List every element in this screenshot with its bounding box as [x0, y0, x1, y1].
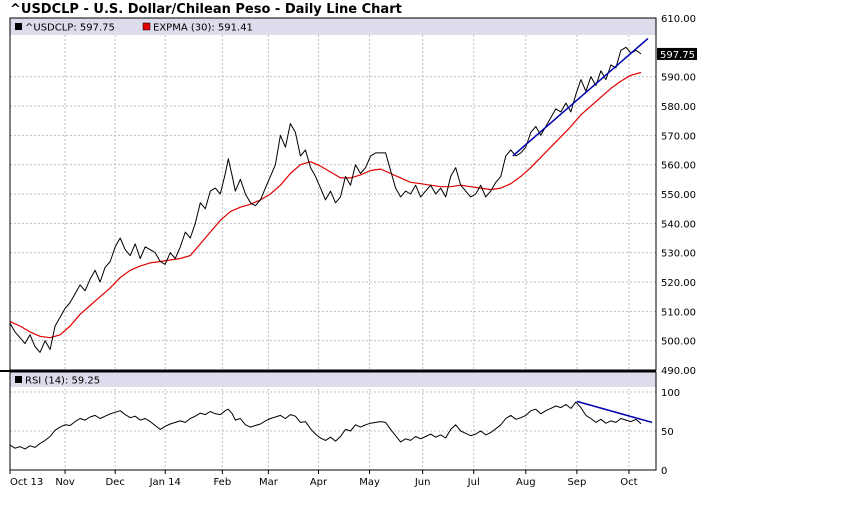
- panel-frames: [0, 17, 657, 474]
- price-legend-label: ^USDCLP: 597.75: [25, 23, 115, 34]
- price-trendline: [512, 37, 649, 157]
- rsi-trendline: [576, 400, 653, 424]
- chart-marks: [9, 37, 653, 450]
- rsi-legend-band: [10, 372, 656, 387]
- price-y-tick-label: 570.00: [661, 131, 696, 142]
- x-axis-label: Mar: [259, 477, 279, 488]
- price-grid: [9, 18, 656, 370]
- rsi-legend-label: RSI (14): 59.25: [25, 376, 100, 387]
- ema-legend-swatch: [142, 22, 151, 31]
- x-axis-label: Oct 13: [10, 477, 43, 488]
- price-y-tick-label: 520.00: [661, 278, 696, 289]
- price-y-tick-label: 540.00: [661, 219, 696, 230]
- price-legend-band: [10, 18, 656, 35]
- ema-line: [9, 71, 642, 339]
- price-y-tick-label: 560.00: [661, 161, 696, 172]
- legends: ^USDCLP: 597.75 EXPMA (30): 591.41 RSI (14…: [15, 23, 253, 387]
- price-y-tick-label: 590.00: [661, 73, 696, 84]
- price-y-tick-label: 490.00: [661, 366, 696, 377]
- x-axis-label: Aug: [516, 477, 536, 488]
- last-value-label: 597.75: [660, 50, 695, 61]
- rsi-grid: [9, 372, 656, 470]
- tick-labels: 490.00 500.00 510.00 520.00 530.00 540.00 550.…: [10, 14, 697, 488]
- price-y-tick-label: 550.00: [661, 190, 696, 201]
- last-value-box: [657, 47, 697, 60]
- rsi-y-tick-label: 50: [661, 427, 674, 438]
- x-axis-label: Jan 14: [149, 477, 181, 488]
- rsi-line: [9, 401, 642, 450]
- x-axis-label: Dec: [105, 477, 124, 488]
- chart-title: ^USDCLP - U.S. Dollar/Chilean Peso - Dai…: [10, 2, 402, 17]
- price-y-tick-label: 530.00: [661, 249, 696, 260]
- x-axis-label: Oct: [620, 477, 637, 488]
- price-y-tick-label: 580.00: [661, 102, 696, 113]
- x-axis-label: Nov: [55, 477, 75, 488]
- price-legend-swatch: [15, 23, 22, 30]
- price-line: [9, 46, 642, 353]
- rsi-y-tick-label: 100: [661, 388, 680, 399]
- price-y-tick-label: 500.00: [661, 337, 696, 348]
- rsi-y-tick-label: 0: [661, 466, 667, 477]
- x-axis-label: Apr: [310, 477, 328, 488]
- x-axis-label: May: [359, 477, 380, 488]
- x-axis-label: Sep: [567, 477, 586, 488]
- price-y-tick-label: 510.00: [661, 307, 696, 318]
- x-axis-label: Jul: [467, 477, 480, 488]
- ema-legend-label: EXPMA (30): 591.41: [153, 23, 253, 34]
- x-axis-label: Feb: [213, 477, 231, 488]
- price-y-tick-label: 610.00: [661, 14, 696, 25]
- x-axis-label: Jun: [414, 477, 431, 488]
- rsi-legend-swatch: [15, 376, 22, 383]
